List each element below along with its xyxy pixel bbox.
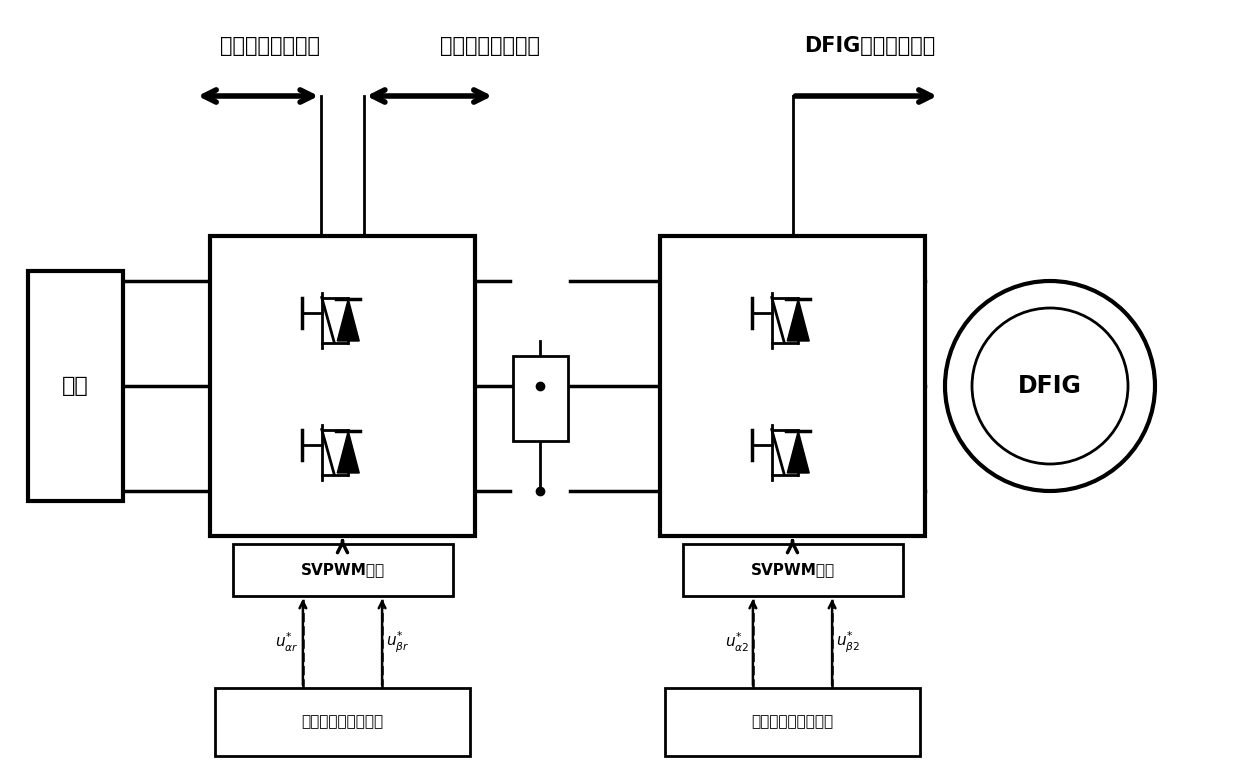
Text: SVPWM调制: SVPWM调制	[750, 562, 835, 577]
Text: 机侧变换器控制系统: 机侧变换器控制系统	[751, 715, 833, 729]
Text: $u^{*}_{\alpha 2}$: $u^{*}_{\alpha 2}$	[724, 630, 749, 654]
Text: $u^{*}_{\beta 2}$: $u^{*}_{\beta 2}$	[836, 629, 861, 654]
Text: 直流母线电压控制: 直流母线电压控制	[440, 36, 539, 56]
Text: $u^{*}_{\beta r}$: $u^{*}_{\beta r}$	[386, 629, 409, 654]
Text: DFIG矢量变换控制: DFIG矢量变换控制	[805, 36, 936, 56]
Bar	[233, 544, 453, 596]
Bar	[665, 688, 920, 756]
Polygon shape	[337, 431, 360, 473]
Polygon shape	[787, 431, 810, 473]
Text: SVPWM调制: SVPWM调制	[300, 562, 384, 577]
Text: 电网: 电网	[62, 376, 89, 396]
Bar	[29, 271, 123, 501]
Bar	[682, 544, 903, 596]
Bar	[660, 236, 925, 536]
Text: DFIG: DFIG	[1018, 374, 1083, 398]
Text: 网侧变换器控制系统: 网侧变换器控制系统	[301, 715, 383, 729]
Polygon shape	[337, 299, 360, 341]
Bar	[210, 236, 475, 536]
Bar	[512, 356, 568, 441]
Bar	[215, 688, 470, 756]
Polygon shape	[787, 299, 810, 341]
Text: 单位功率因数控制: 单位功率因数控制	[219, 36, 320, 56]
Text: $u^{*}_{\alpha r}$: $u^{*}_{\alpha r}$	[275, 630, 299, 654]
